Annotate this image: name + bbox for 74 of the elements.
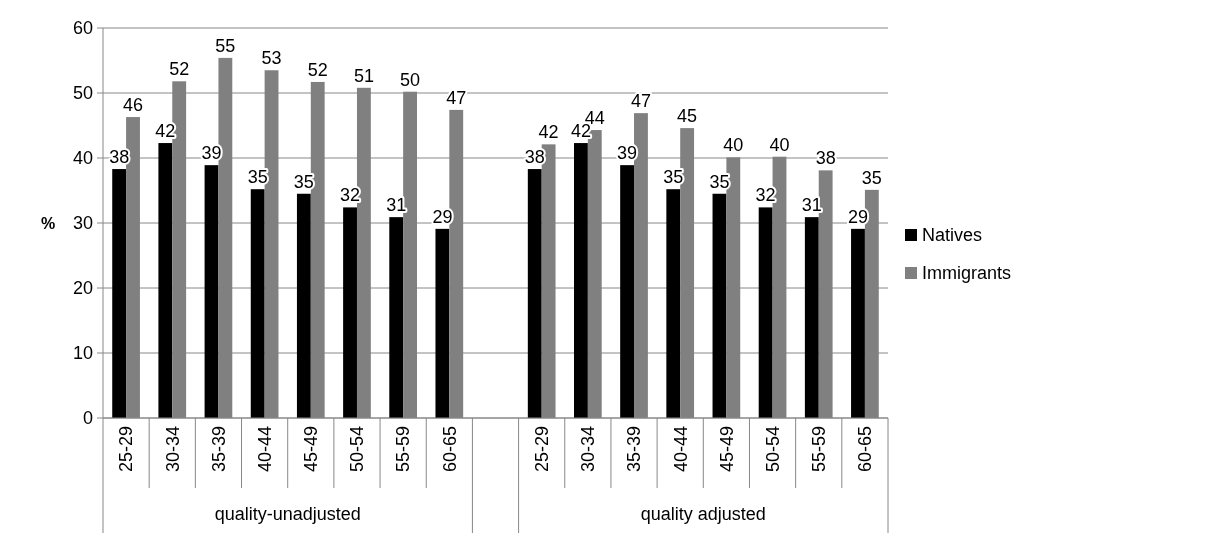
y-tick-label: 0 [82, 408, 93, 429]
data-label: 35 [663, 167, 684, 188]
x-tick-label: 50-54 [762, 426, 783, 473]
bar [204, 165, 219, 418]
bar [343, 207, 357, 418]
data-label: 29 [432, 206, 453, 227]
x-tick-label: 55-59 [809, 426, 830, 473]
bar [435, 228, 450, 418]
data-label: 39 [617, 143, 638, 164]
bar [666, 189, 681, 418]
data-label: 39 [201, 143, 222, 164]
data-label: 47 [446, 87, 467, 108]
legend-label: Natives [922, 225, 983, 246]
text: quality-unadjusted [214, 504, 361, 524]
data-label: 38 [524, 147, 545, 168]
bar [712, 193, 727, 418]
bar [527, 169, 542, 418]
data-label: 32 [340, 185, 361, 206]
data-label: 51 [353, 65, 374, 86]
y-tick-label: 10 [72, 343, 93, 364]
data-label: 35 [293, 171, 314, 192]
data-label: 45 [677, 106, 698, 127]
y-tick-label: 40 [72, 148, 93, 169]
x-tick-label: 55-59 [393, 426, 414, 473]
text: quality adjusted [640, 504, 766, 524]
y-tick-label: 60 [72, 18, 93, 39]
x-tick-label: 35-39 [624, 426, 645, 473]
y-tick-label: 20 [72, 278, 93, 299]
bar [250, 189, 265, 418]
x-tick-label: 40-44 [670, 426, 691, 473]
data-label: 29 [847, 206, 868, 227]
legend-label: Immigrants [922, 263, 1012, 284]
bar [574, 143, 588, 418]
data-label: 38 [109, 147, 130, 168]
data-label: 38 [815, 148, 836, 169]
x-tick-label: 25-29 [116, 426, 137, 473]
data-label: 31 [386, 195, 407, 216]
x-tick-label: 25-29 [531, 426, 552, 473]
data-label: 52 [169, 59, 190, 80]
data-label: 35 [709, 171, 730, 192]
data-label: 35 [861, 167, 882, 188]
x-tick-label: 60-65 [439, 426, 460, 473]
bar [620, 165, 635, 418]
x-tick-label: 45-49 [716, 426, 737, 473]
data-label: 40 [723, 135, 744, 156]
data-label: 46 [123, 95, 144, 116]
data-label: 47 [630, 91, 651, 112]
x-tick-label: 40-44 [254, 426, 275, 473]
data-label: 35 [247, 167, 268, 188]
y-axis-title: % [40, 214, 56, 232]
data-label: 42 [538, 122, 559, 143]
data-label: 31 [801, 195, 822, 216]
x-tick-label: 60-65 [855, 426, 876, 473]
data-label: 53 [261, 48, 282, 69]
data-label: 32 [755, 185, 776, 206]
bar [804, 217, 819, 418]
data-label: 42 [155, 121, 176, 142]
data-label: 55 [215, 35, 236, 56]
x-tick-label: 30-34 [578, 426, 599, 473]
y-tick-label: 30 [72, 213, 93, 234]
data-label: 40 [769, 134, 790, 155]
bar [112, 169, 127, 418]
data-label: 50 [400, 69, 421, 90]
x-tick-label: 50-54 [347, 426, 368, 473]
y-tick-label: 50 [72, 83, 93, 104]
x-tick-label: 45-49 [301, 426, 322, 473]
x-tick-label: 30-34 [162, 426, 183, 473]
data-label: 52 [307, 59, 328, 80]
bar [758, 207, 773, 418]
bar [296, 193, 311, 418]
x-tick-label: 35-39 [208, 426, 229, 473]
bar [851, 228, 865, 418]
bar [389, 217, 404, 418]
bar [158, 143, 173, 418]
